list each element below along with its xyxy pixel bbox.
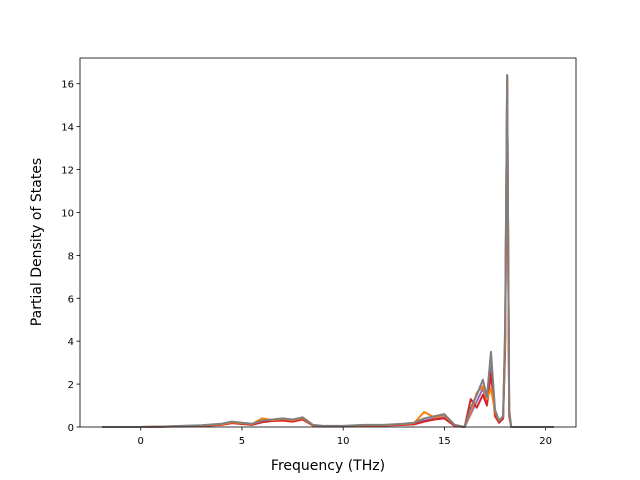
x-tick-label: 20 [539, 436, 552, 447]
y-tick-label: 0 [68, 423, 74, 434]
y-tick-label: 8 [68, 251, 74, 262]
x-tick-label: 0 [138, 436, 144, 447]
y-tick-label: 2 [68, 380, 74, 391]
y-tick-label: 6 [68, 294, 74, 305]
y-tick-label: 4 [68, 337, 74, 348]
series-line [102, 74, 554, 428]
series-line [102, 78, 554, 428]
y-axis-label: Partial Density of States [29, 158, 45, 326]
x-tick-label: 5 [239, 436, 245, 447]
plot-frame [79, 57, 577, 428]
x-axis-label: Frequency (THz) [271, 458, 385, 474]
x-tick-label: 15 [438, 436, 451, 447]
series-line [102, 74, 554, 428]
y-tick-label: 16 [61, 80, 74, 91]
series-line [102, 76, 554, 428]
x-tick-label: 10 [337, 436, 350, 447]
y-tick-label: 10 [61, 208, 74, 219]
y-tick-label: 14 [61, 123, 74, 134]
y-tick-label: 12 [61, 166, 74, 177]
